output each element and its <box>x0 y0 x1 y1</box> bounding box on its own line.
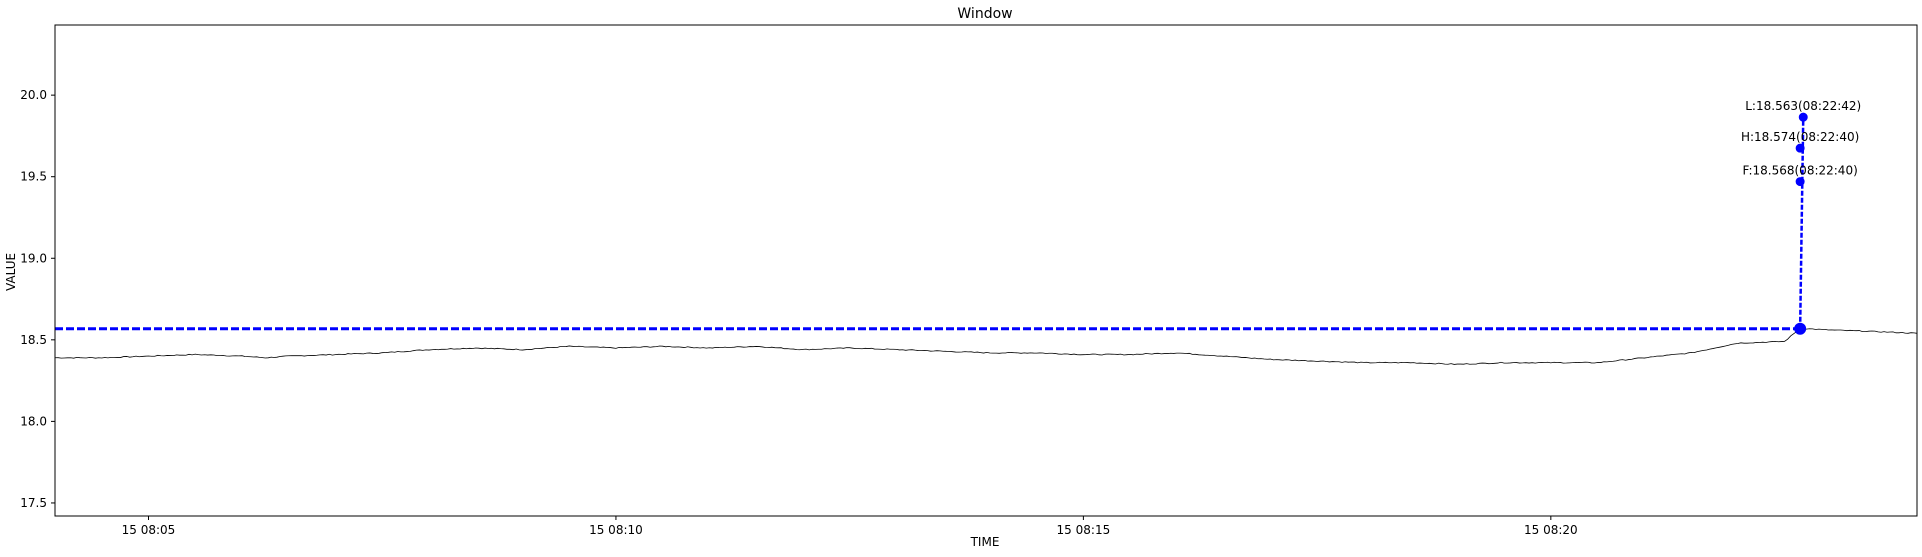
marker-point-1 <box>1795 177 1805 187</box>
y-tick-label-1: 18.0 <box>20 414 47 428</box>
axes: 15 08:05 15 08:10 15 08:15 15 08:20 17.5 18.0… <box>20 88 1577 537</box>
value-series-line-0 <box>54 328 1918 365</box>
chart-title: Window <box>957 6 1012 22</box>
y-axis-label: VALUE <box>4 253 18 291</box>
y-tick-label-0: 17.5 <box>20 496 47 510</box>
marker-connector-line <box>1798 117 1805 329</box>
marker-label-3: L:18.563(08:22:42) <box>1745 99 1861 113</box>
plot-area: F:18.568(08:22:40) H:18.574(08:22:40) L:18… <box>54 99 1918 365</box>
marker-label-2: H:18.574(08:22:40) <box>1741 130 1859 144</box>
x-tick-label-3: 15 08:20 <box>1524 523 1578 537</box>
marker-point-0 <box>1794 322 1807 335</box>
y-tick-label-3: 19.0 <box>20 251 47 265</box>
y-tick-label-2: 18.5 <box>20 333 47 347</box>
marker-point-2 <box>1795 143 1805 153</box>
x-tick-label-0: 15 08:05 <box>122 523 176 537</box>
plot-frame <box>54 24 1918 517</box>
x-tick-label-1: 15 08:10 <box>589 523 643 537</box>
x-tick-label-2: 15 08:15 <box>1057 523 1111 537</box>
y-tick-label-4: 19.5 <box>20 170 47 184</box>
x-axis-label: TIME <box>970 535 1000 549</box>
marker-label-1: F:18.568(08:22:40) <box>1743 164 1858 178</box>
y-tick-label-5: 20.0 <box>20 88 47 102</box>
marker-point-3 <box>1798 112 1808 122</box>
